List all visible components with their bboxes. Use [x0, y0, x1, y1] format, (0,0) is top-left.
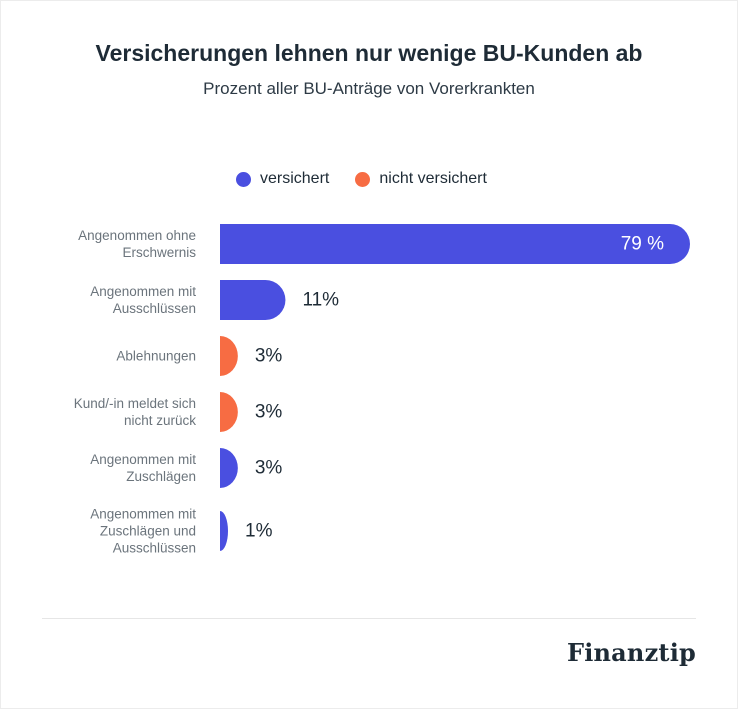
- value-label-1: 79 %: [621, 234, 664, 255]
- value-label-3: 3%: [255, 346, 283, 367]
- legend-item-nicht-versichert: nicht versichert: [355, 170, 487, 188]
- legend-label-versichert: versichert: [260, 170, 330, 187]
- finanztip-logo: Finanztip: [566, 638, 696, 667]
- category-label-2: Angenommen mit Ausschlüssen: [90, 284, 196, 316]
- value-label-5: 3%: [255, 458, 283, 479]
- legend-label-nicht-versichert: nicht versichert: [379, 170, 487, 187]
- footer-divider: [42, 618, 696, 619]
- bar-2: [220, 280, 286, 320]
- value-label-2: 11%: [302, 290, 339, 311]
- category-label-4: Kund/-in meldet sich nicht zurück: [74, 396, 197, 428]
- bar-4: [220, 392, 238, 432]
- legend-swatch-nicht-versichert: [355, 171, 371, 187]
- chart-title: Versicherungen lehnen nur wenige BU-Kund…: [95, 40, 643, 66]
- legend: versichert nicht versichert: [236, 170, 513, 188]
- chart-subtitle: Prozent aller BU-Anträge von Vorerkrankt…: [203, 79, 535, 98]
- category-label-1: Angenommen ohne Erschwernis: [78, 228, 196, 260]
- value-label-4: 3%: [255, 402, 283, 423]
- bar-3: [220, 336, 238, 376]
- bar-6: [220, 511, 228, 551]
- legend-swatch-versichert: [236, 171, 251, 187]
- category-label-6: Angenommen mit Zuschlägen und Ausschlüssen: [90, 507, 196, 556]
- category-label-5: Angenommen mit Zuschlägen: [90, 452, 196, 484]
- category-label-3: Ablehnungen: [116, 349, 196, 364]
- legend-item-versichert: versichert: [236, 170, 329, 188]
- value-label-6: 1%: [245, 521, 273, 542]
- bar-1: [220, 224, 690, 264]
- bar-5: [220, 448, 238, 488]
